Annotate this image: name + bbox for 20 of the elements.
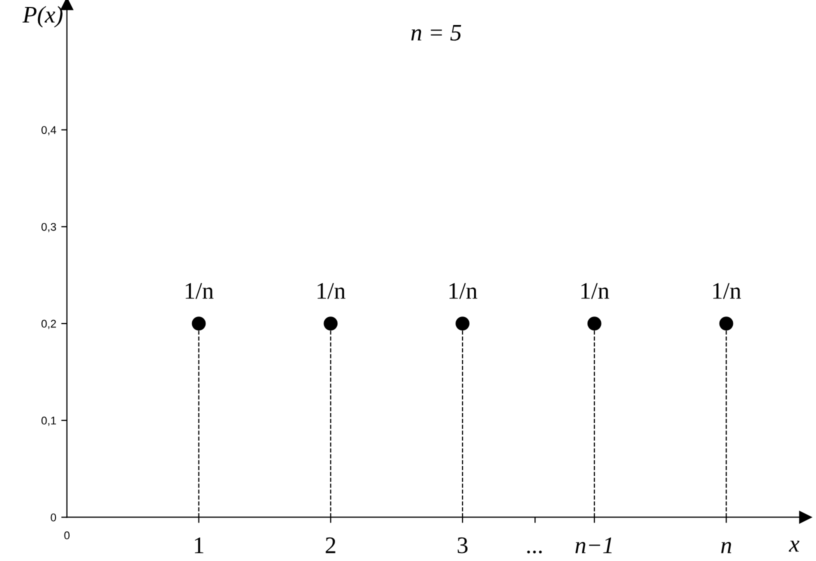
y-tick-label: 0,3 [41, 222, 56, 232]
y-tick-label: 0,4 [41, 126, 56, 136]
x-tick-label: n−1 [575, 537, 612, 554]
y-tick-label: 0,2 [41, 320, 56, 329]
text: n = 5 [411, 24, 462, 41]
annotation: 1/n [318, 283, 346, 299]
y-tick-label: 0 [50, 514, 56, 522]
x-axis-title: x [788, 540, 800, 552]
x-tick-label: 1 [194, 537, 204, 554]
x-tick-label: n [721, 542, 732, 554]
annotation: 1/n [450, 283, 478, 299]
x-tick-label: 2 [326, 537, 336, 554]
text: 0 [64, 531, 70, 540]
annotation: 1/n [186, 283, 214, 299]
y-axis-title: P(x) [22, 6, 62, 28]
x-tick-label: ... [527, 550, 542, 554]
annotation: 1/n [581, 283, 610, 299]
annotation: 1/n [713, 283, 741, 299]
x-tick-label: 3 [458, 537, 468, 554]
y-tick-label: 0,1 [41, 416, 56, 426]
